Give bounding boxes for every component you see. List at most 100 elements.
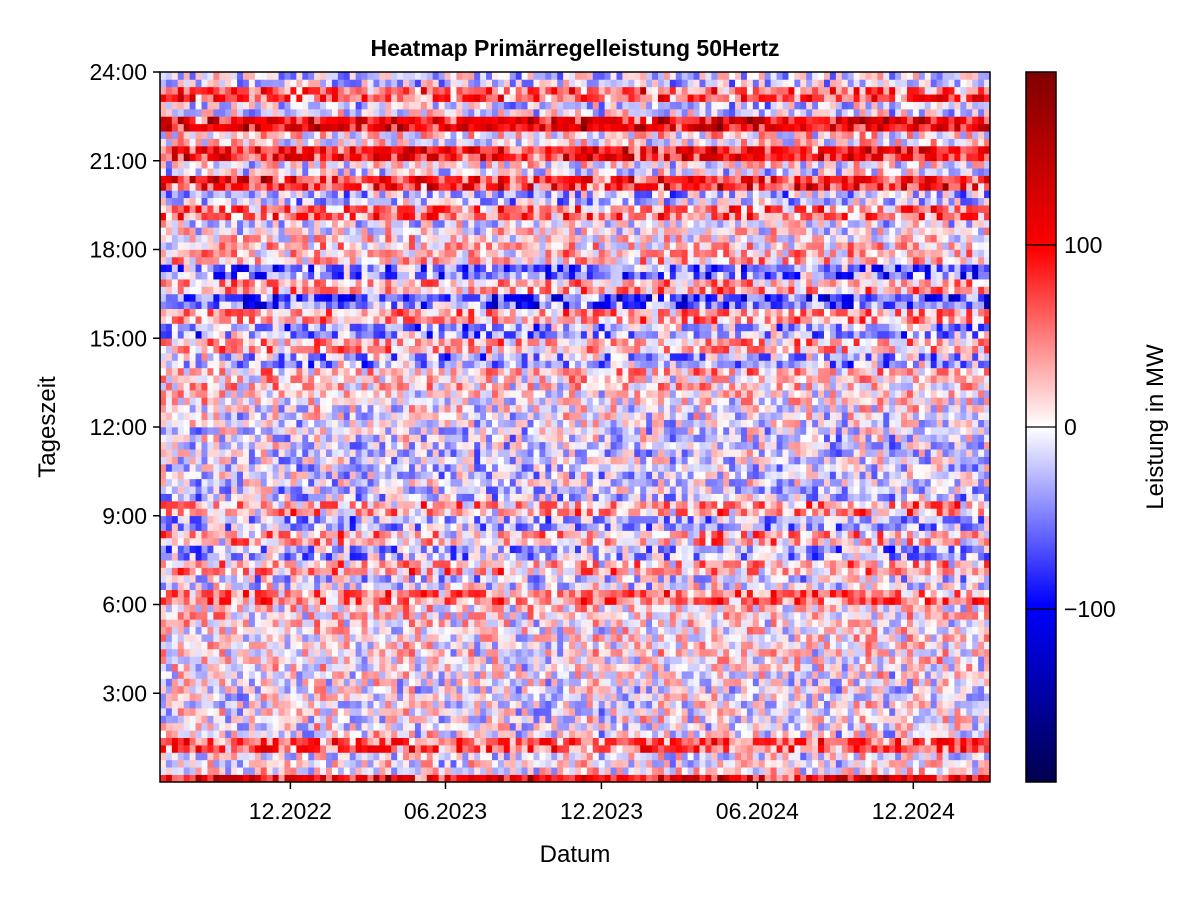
heatmap-cell [272, 242, 279, 250]
heatmap-cell [379, 390, 386, 398]
heatmap-cell [456, 160, 463, 169]
heatmap-cell [272, 693, 279, 701]
heatmap-cell [367, 560, 374, 568]
heatmap-cell [373, 427, 380, 435]
heatmap-cell [278, 434, 285, 443]
heatmap-cell [177, 101, 185, 110]
heatmap-cell [296, 101, 303, 110]
heatmap-cell [260, 345, 268, 354]
heatmap-cell [343, 663, 351, 672]
heatmap-cell [177, 685, 185, 694]
heatmap-cell [183, 212, 190, 221]
heatmap-cell [219, 515, 226, 524]
heatmap-cell [272, 441, 279, 450]
heatmap-cell [302, 434, 309, 443]
heatmap-cell [213, 382, 220, 391]
heatmap-cell [450, 205, 457, 213]
heatmap-cell [373, 227, 380, 236]
heatmap-cell [343, 338, 351, 346]
heatmap-cell [272, 116, 279, 125]
heatmap-cell [165, 293, 173, 302]
heatmap-cell [260, 708, 268, 716]
heatmap-cell [290, 242, 297, 250]
heatmap-cell [207, 234, 214, 243]
heatmap-cell [444, 700, 451, 709]
heatmap-cell [177, 249, 185, 258]
heatmap-cell [160, 567, 167, 576]
heatmap-cell [201, 316, 208, 324]
heatmap-cell [385, 79, 392, 88]
heatmap-cell [385, 597, 392, 605]
heatmap-cell [420, 500, 428, 509]
heatmap-cell [213, 560, 220, 568]
heatmap-cell [343, 279, 351, 287]
heatmap-cell [367, 404, 374, 413]
heatmap-cell [409, 234, 416, 243]
heatmap-cell [331, 249, 339, 258]
heatmap-cell [260, 397, 268, 406]
heatmap-cell [260, 478, 268, 487]
heatmap-cell [326, 626, 333, 635]
heatmap-cell [308, 582, 315, 591]
heatmap-cell [444, 537, 451, 546]
heatmap-cell [231, 234, 238, 243]
heatmap-cell [343, 427, 351, 435]
heatmap-cell [355, 94, 362, 102]
heatmap-cell [450, 419, 457, 428]
heatmap-cell [308, 745, 315, 753]
heatmap-cell [450, 715, 457, 724]
heatmap-cell [278, 611, 285, 620]
heatmap-cell [254, 715, 262, 724]
heatmap-cell [207, 745, 214, 753]
heatmap-cell [225, 671, 232, 679]
heatmap-cell [349, 264, 356, 273]
heatmap-cell [414, 138, 422, 147]
heatmap-cell [231, 256, 238, 265]
heatmap-cell [320, 523, 327, 531]
heatmap-cell [284, 685, 291, 694]
heatmap-cell [243, 752, 250, 761]
heatmap-cell [426, 486, 434, 494]
heatmap-cell [462, 574, 469, 583]
heatmap-cell [213, 116, 220, 125]
heatmap-cell [314, 72, 321, 80]
heatmap-cell [171, 441, 179, 450]
heatmap-cell [165, 730, 173, 738]
heatmap-cell [225, 545, 232, 554]
heatmap-cell [337, 759, 345, 768]
heatmap-cell [296, 175, 303, 184]
heatmap-cell [183, 412, 190, 420]
heatmap-cell [361, 249, 368, 258]
heatmap-cell [355, 515, 362, 524]
heatmap-cell [420, 353, 428, 361]
heatmap-cell [195, 256, 202, 265]
heatmap-cell [361, 219, 368, 228]
heatmap-cell [207, 737, 214, 746]
heatmap-cell [414, 101, 422, 110]
heatmap-cell [231, 774, 238, 783]
heatmap-cell [361, 604, 368, 613]
heatmap-cell [171, 123, 179, 132]
heatmap-cell [177, 574, 185, 583]
heatmap-cell [397, 463, 404, 472]
heatmap-cell [260, 264, 268, 273]
heatmap-cell [391, 715, 398, 724]
heatmap-cell [379, 611, 386, 620]
heatmap-cell [450, 308, 457, 317]
heatmap-cell [266, 500, 273, 509]
heatmap-cell [373, 486, 380, 494]
heatmap-cell [308, 234, 315, 243]
heatmap-cell [391, 382, 398, 391]
heatmap-cell [349, 515, 356, 524]
heatmap-cell [444, 634, 451, 642]
heatmap-cell [456, 382, 463, 391]
heatmap-cell [207, 722, 214, 731]
heatmap-cell [243, 515, 250, 524]
heatmap-cell [243, 168, 250, 176]
heatmap-cell [432, 293, 439, 302]
heatmap-cell [326, 86, 333, 95]
heatmap-cell [367, 72, 374, 80]
heatmap-cell [248, 767, 256, 775]
heatmap-cell [165, 745, 173, 753]
heatmap-cell [243, 419, 250, 428]
